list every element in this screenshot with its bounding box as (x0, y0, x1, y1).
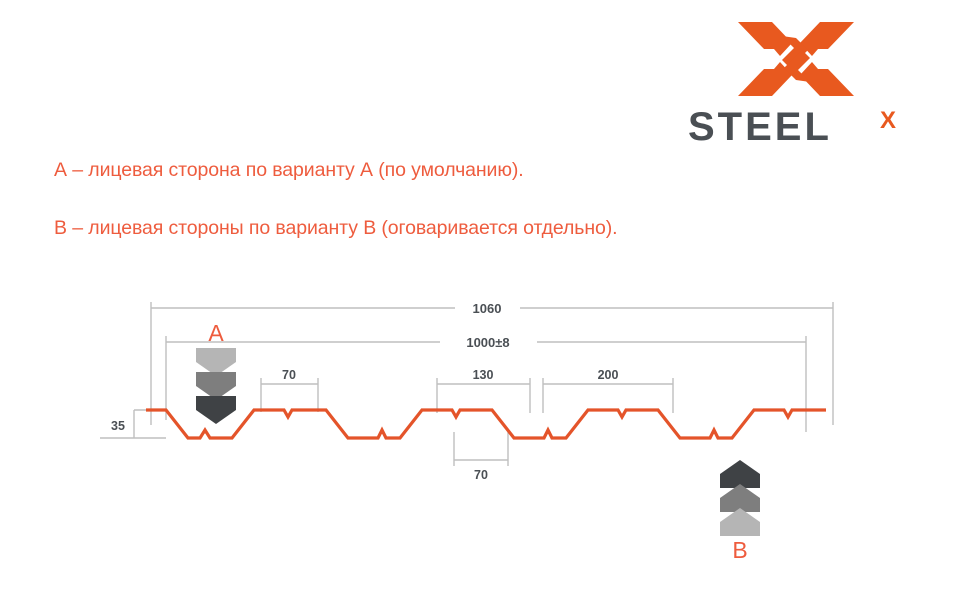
dimension-overall-width: 1060 (150, 301, 834, 425)
dimension-label-70-valley: 70 (474, 468, 488, 482)
wordmark-accent-text: X (880, 107, 896, 134)
chevron-down-triple-icon (196, 348, 236, 424)
side-b-label: В (732, 537, 747, 560)
chevron-up-triple-icon (720, 460, 760, 536)
dimension-label-70-crest: 70 (282, 368, 296, 382)
dimension-working-width: 1000±8 (165, 335, 807, 432)
caption-variant-b: В – лицевая стороны по варианту В (огова… (54, 217, 618, 239)
dimension-label-1060: 1060 (473, 301, 502, 316)
dimension-label-200: 200 (598, 368, 619, 382)
side-a-label: А (208, 320, 224, 346)
brand-logo: STEEL X (688, 18, 948, 149)
dimension-valley-width: 70 (453, 432, 509, 482)
caption-variant-a: А – лицевая сторона по варианту А (по ум… (54, 159, 524, 181)
brand-wordmark: STEEL X (688, 106, 896, 149)
side-b-marker: В (720, 460, 760, 560)
dimension-pitch: 200 (542, 368, 674, 413)
sheet-profile-outline (146, 408, 826, 440)
profile-cross-section-diagram: 1060 1000±8 70 130 200 70 (100, 301, 834, 560)
steelx-x-logo-icon (738, 22, 854, 96)
wordmark-main-text: STEEL (688, 106, 832, 149)
dimension-label-35: 35 (111, 419, 125, 433)
dimension-rib-spacing: 130 (436, 368, 531, 413)
dimension-label-1000: 1000±8 (466, 335, 509, 350)
dimension-label-130: 130 (473, 368, 494, 382)
dimension-height: 35 (100, 409, 166, 439)
dimension-crest-width: 70 (260, 368, 319, 412)
side-a-marker: А (196, 320, 236, 424)
